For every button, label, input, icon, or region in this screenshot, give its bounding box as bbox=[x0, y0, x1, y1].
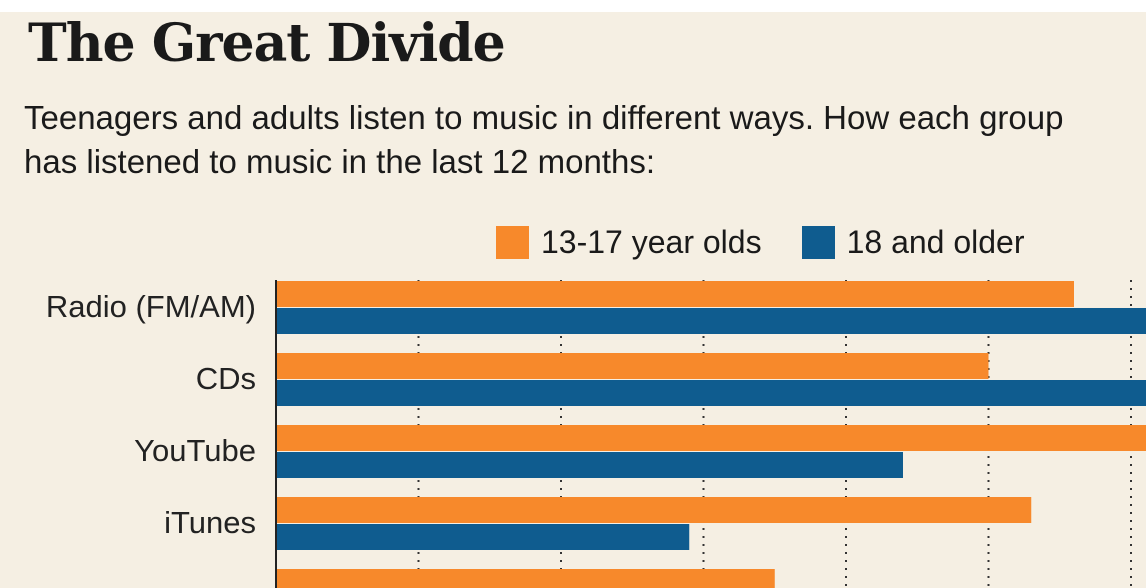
legend-label-adults: 18 and older bbox=[846, 223, 1025, 260]
bar-adults bbox=[276, 308, 1146, 334]
bar-teens bbox=[276, 569, 775, 588]
top-band bbox=[0, 0, 1146, 12]
legend-swatch-adults bbox=[801, 225, 835, 259]
bar-teens bbox=[276, 353, 989, 379]
bar-teens bbox=[276, 281, 1074, 307]
bar-teens bbox=[276, 497, 1032, 523]
legend-item-teens: 13-17 year olds bbox=[496, 224, 762, 261]
legend-label-teens: 13-17 year olds bbox=[541, 223, 762, 260]
bar-adults bbox=[276, 524, 690, 550]
bar-adults bbox=[276, 380, 1146, 406]
category-label: CDs bbox=[196, 361, 256, 396]
category-label: iTunes bbox=[164, 505, 256, 540]
bar-adults bbox=[276, 452, 903, 478]
category-label: YouTube bbox=[134, 433, 256, 468]
chart-subtitle: Teenagers and adults listen to music in … bbox=[24, 99, 1064, 180]
legend: 13-17 year olds 18 and older bbox=[496, 222, 1065, 262]
legend-swatch-teens bbox=[496, 225, 529, 259]
legend-item-adults: 18 and older bbox=[801, 223, 1025, 261]
chart-title: The Great Divide bbox=[28, 13, 506, 74]
bar-teens bbox=[276, 425, 1146, 451]
category-label: Radio (FM/AM) bbox=[46, 289, 256, 324]
